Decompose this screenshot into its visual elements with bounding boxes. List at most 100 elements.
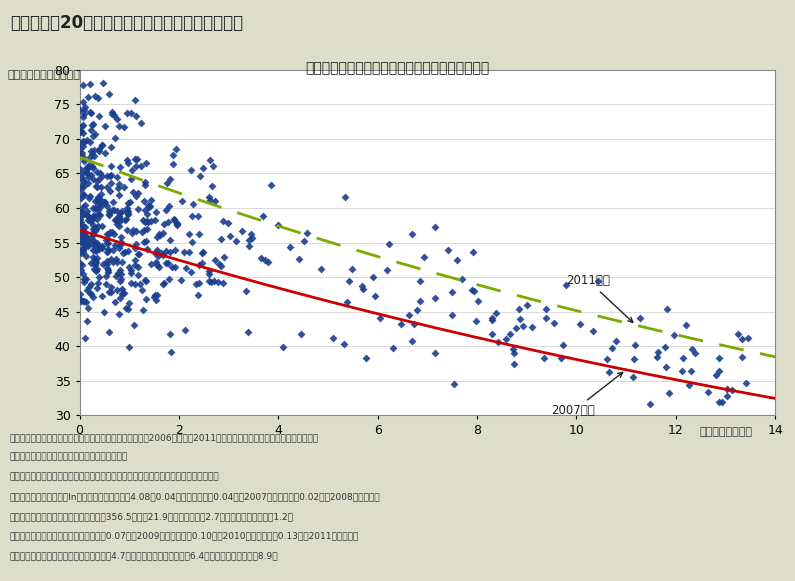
Point [80, 239, 93, 249]
Point [120, 303, 133, 312]
Point [77, 278, 90, 287]
Point [203, 193, 215, 202]
Point [122, 246, 134, 256]
Point [340, 297, 353, 306]
Point [101, 259, 114, 268]
Point [91, 253, 103, 263]
Point [74, 289, 87, 299]
Point [91, 177, 103, 186]
Point [165, 262, 178, 271]
Point [77, 189, 90, 199]
Point [74, 127, 87, 136]
Point [81, 239, 94, 248]
Point [107, 197, 120, 206]
Point [160, 259, 173, 268]
Point [446, 288, 459, 297]
Point [540, 314, 553, 323]
Point [374, 313, 386, 322]
Point [78, 274, 91, 284]
Point [103, 288, 115, 297]
Point [217, 252, 230, 261]
Point [83, 153, 96, 162]
Point [113, 121, 126, 131]
Point [411, 305, 424, 314]
Point [75, 236, 87, 246]
Point [212, 259, 225, 268]
Point [176, 196, 188, 205]
Point [408, 320, 421, 329]
Point [686, 345, 699, 354]
Point [114, 237, 127, 246]
Point [149, 257, 162, 267]
Point [107, 110, 120, 120]
Point [196, 249, 208, 258]
Point [297, 236, 310, 246]
Point [91, 203, 104, 212]
Point [402, 310, 415, 320]
Point [169, 262, 181, 271]
Point [504, 329, 517, 338]
Point [155, 249, 168, 258]
Point [485, 329, 498, 339]
Point [74, 105, 87, 114]
Point [92, 174, 105, 184]
Point [76, 128, 89, 137]
Point [174, 276, 187, 285]
Point [556, 341, 569, 350]
Point [414, 276, 427, 285]
Point [660, 362, 673, 371]
Point [82, 216, 95, 225]
Point [79, 243, 91, 252]
Point [141, 209, 153, 218]
Point [104, 228, 117, 237]
Point [113, 221, 126, 231]
Point [140, 224, 153, 234]
Point [153, 229, 166, 238]
Point [603, 367, 615, 376]
Point [414, 296, 427, 306]
Point [277, 342, 289, 352]
Text: ３．近似曲線：ln（営業コスト比率）＝4.08－0.04＊（総資産）－0.04＊（2007年ダミー）＋0.02＊（2008年ダミー）: ３．近似曲線：ln（営業コスト比率）＝4.08－0.04＊（総資産）－0.04＊… [10, 492, 380, 501]
Point [77, 233, 90, 242]
Point [89, 261, 102, 270]
Point [141, 244, 153, 253]
Point [74, 259, 87, 268]
Point [128, 279, 141, 288]
Point [429, 293, 441, 303]
Point [87, 264, 100, 274]
Point [74, 127, 87, 137]
Point [87, 235, 99, 245]
Point [80, 207, 93, 216]
Point [113, 211, 126, 220]
Point [626, 373, 639, 382]
Point [92, 111, 105, 120]
Point [152, 263, 165, 272]
Point [202, 269, 215, 278]
Text: （総資産、兆円）: （総資産、兆円） [700, 427, 753, 437]
Point [725, 386, 738, 395]
Point [138, 225, 150, 235]
Point [84, 109, 97, 118]
Point [89, 255, 102, 264]
Point [135, 227, 148, 236]
Point [667, 331, 680, 340]
Point [382, 239, 395, 249]
Point [295, 329, 308, 338]
Point [301, 228, 313, 238]
Point [93, 244, 106, 253]
Point [149, 296, 162, 305]
Point [84, 171, 97, 180]
Point [193, 278, 206, 288]
Point [555, 353, 568, 363]
Point [386, 343, 399, 352]
Point [76, 153, 89, 162]
Point [116, 248, 129, 257]
Point [76, 168, 89, 178]
Point [499, 334, 512, 343]
Point [74, 144, 87, 153]
Point [111, 184, 124, 193]
Point [95, 171, 108, 180]
Point [87, 131, 99, 141]
Point [451, 255, 463, 264]
Point [87, 163, 99, 172]
